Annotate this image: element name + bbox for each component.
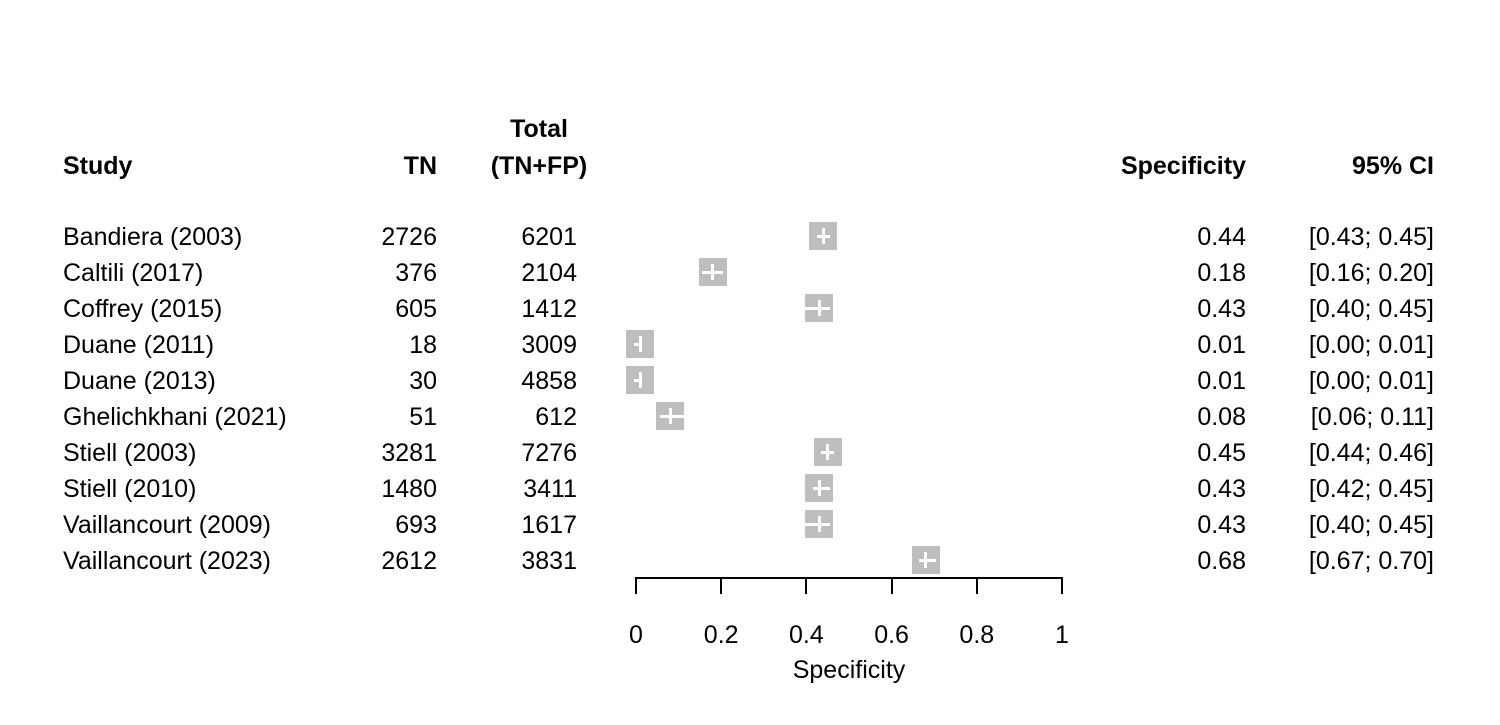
total-value: 3009 xyxy=(521,331,577,359)
point-estimate-tick xyxy=(826,444,830,460)
x-axis-tick-label: 0 xyxy=(629,621,643,649)
tn-value: 693 xyxy=(395,511,437,539)
specificity-value: 0.08 xyxy=(1197,403,1246,431)
column-header-total-line1: Total xyxy=(510,115,568,143)
ci-value: [0.00; 0.01] xyxy=(1308,367,1434,395)
ci-value: [0.44; 0.46] xyxy=(1308,439,1434,467)
tn-value: 376 xyxy=(395,259,437,287)
x-axis-tick-label: 0.2 xyxy=(703,621,739,649)
ci-line xyxy=(805,306,830,310)
study-name: Bandiera (2003) xyxy=(63,223,243,251)
point-estimate-tick xyxy=(711,264,715,280)
study-marker xyxy=(626,366,655,394)
column-header-specificity: Specificity xyxy=(1120,152,1246,180)
ci-line xyxy=(805,522,830,526)
study-marker xyxy=(911,546,940,574)
x-axis-tick-label: 0.4 xyxy=(789,621,824,649)
total-value: 3831 xyxy=(521,547,577,575)
study-name: Vaillancourt (2009) xyxy=(63,511,271,539)
study-marker xyxy=(809,222,838,250)
x-axis-tick xyxy=(890,577,893,594)
point-estimate-tick xyxy=(817,300,821,316)
specificity-value: 0.18 xyxy=(1197,259,1246,287)
tn-value: 30 xyxy=(409,367,437,395)
total-value: 4858 xyxy=(521,367,577,395)
total-value: 7276 xyxy=(521,439,577,467)
column-header-ci: 95% CI xyxy=(1352,152,1434,180)
x-axis-tick xyxy=(975,577,978,594)
x-axis-title: Specificity xyxy=(792,656,906,684)
x-axis-tick xyxy=(1061,577,1063,594)
total-value: 1412 xyxy=(521,295,577,323)
study-name: Ghelichkhani (2021) xyxy=(63,403,287,431)
ci-value: [0.40; 0.45] xyxy=(1308,511,1434,539)
study-name: Stiell (2003) xyxy=(63,439,197,467)
tn-value: 2612 xyxy=(381,547,437,575)
point-estimate-tick xyxy=(638,336,642,352)
tn-value: 605 xyxy=(395,295,437,323)
tn-value: 2726 xyxy=(381,223,437,251)
specificity-value: 0.43 xyxy=(1197,475,1246,503)
study-marker xyxy=(805,510,834,538)
total-value: 6201 xyxy=(521,223,577,251)
ci-line xyxy=(659,414,685,418)
x-axis-line xyxy=(636,577,1062,579)
study-marker xyxy=(656,402,685,430)
point-estimate-tick xyxy=(924,552,928,568)
ci-value: [0.43; 0.45] xyxy=(1308,223,1434,251)
point-estimate-tick xyxy=(668,408,672,424)
x-axis-tick-label: 1 xyxy=(1055,621,1069,649)
study-marker xyxy=(698,258,727,286)
ci-line xyxy=(633,378,643,382)
study-name: Vaillancourt (2023) xyxy=(63,547,271,575)
specificity-value: 0.68 xyxy=(1197,547,1246,575)
specificity-value: 0.45 xyxy=(1197,439,1246,467)
x-axis-tick-label: 0.6 xyxy=(874,621,909,649)
study-marker xyxy=(813,438,842,466)
ci-line xyxy=(633,342,643,346)
ci-value: [0.42; 0.45] xyxy=(1308,475,1434,503)
study-name: Duane (2011) xyxy=(63,331,215,359)
specificity-value: 0.44 xyxy=(1197,223,1246,251)
study-name: Coffrey (2015) xyxy=(63,295,223,323)
study-marker xyxy=(805,294,834,322)
study-name: Caltili (2017) xyxy=(63,259,204,287)
column-header-total-line2: (TN+FP) xyxy=(490,152,588,180)
ci-line xyxy=(812,486,830,490)
tn-value: 51 xyxy=(409,403,437,431)
tn-value: 3281 xyxy=(381,439,437,467)
specificity-value: 0.43 xyxy=(1197,295,1246,323)
total-value: 2104 xyxy=(521,259,577,287)
specificity-value: 0.01 xyxy=(1197,331,1246,359)
specificity-value: 0.43 xyxy=(1197,511,1246,539)
tn-value: 1480 xyxy=(381,475,437,503)
tn-value: 18 xyxy=(409,331,437,359)
ci-value: [0.00; 0.01] xyxy=(1308,331,1434,359)
ci-value: [0.67; 0.70] xyxy=(1308,547,1434,575)
study-marker xyxy=(626,330,655,358)
ci-line xyxy=(919,558,937,562)
ci-value: [0.16; 0.20] xyxy=(1308,259,1434,287)
point-estimate-tick xyxy=(638,372,642,388)
x-axis-tick xyxy=(635,577,637,594)
point-estimate-tick xyxy=(817,516,821,532)
point-estimate-tick xyxy=(817,480,821,496)
column-header-study: Study xyxy=(63,152,133,180)
x-axis-tick xyxy=(720,577,723,594)
specificity-value: 0.01 xyxy=(1197,367,1246,395)
ci-value: [0.40; 0.45] xyxy=(1308,295,1434,323)
x-axis-tick xyxy=(805,577,808,594)
total-value: 3411 xyxy=(523,475,577,503)
point-estimate-tick xyxy=(821,228,825,244)
total-value: 612 xyxy=(535,403,577,431)
ci-value: [0.06; 0.11] xyxy=(1310,403,1434,431)
study-marker xyxy=(805,474,834,502)
x-axis-tick-label: 0.8 xyxy=(959,621,995,649)
study-name: Stiell (2010) xyxy=(63,475,197,503)
study-name: Duane (2013) xyxy=(63,367,216,395)
total-value: 1617 xyxy=(521,511,577,539)
column-header-tn: TN xyxy=(403,152,437,180)
